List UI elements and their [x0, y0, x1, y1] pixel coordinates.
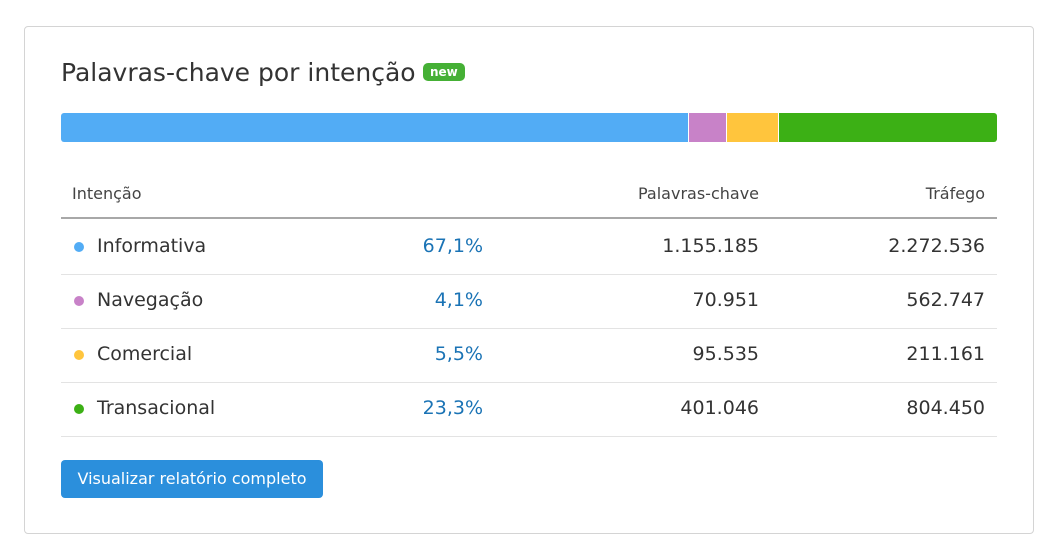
intent-share: 5,5% [434, 343, 483, 365]
header-rule [61, 217, 997, 219]
column-header: Intenção [72, 184, 142, 203]
bar-segment [727, 113, 779, 142]
intent-share: 67,1% [422, 235, 483, 257]
legend-dot [74, 242, 84, 252]
bar-segment [689, 113, 728, 142]
row-rule [61, 328, 997, 329]
keywords: 95.535 [692, 343, 759, 365]
keywords: 70.951 [692, 289, 759, 311]
traffic: 211.161 [906, 343, 985, 365]
row-rule [61, 436, 997, 437]
legend-dot [74, 296, 84, 306]
intent-share: 4,1% [434, 289, 483, 311]
legend-dot [74, 404, 84, 414]
keywords: 1.155.185 [662, 235, 759, 257]
row-rule [61, 382, 997, 383]
intent-name: Informativa [97, 235, 207, 257]
keywords: 401.046 [680, 397, 759, 419]
badge: new [423, 63, 465, 81]
intent-bar [61, 113, 997, 142]
intent-name: Transacional [97, 397, 216, 419]
legend-dot [74, 350, 84, 360]
report-button[interactable]: Visualizar relatório completo [61, 460, 323, 498]
column-header: Palavras-chave [638, 184, 759, 203]
bar-segment [61, 113, 690, 142]
intent-name: Comercial [97, 343, 193, 365]
traffic: 804.450 [906, 397, 985, 419]
bar-segment [778, 113, 997, 142]
row-rule [61, 274, 997, 275]
intent-name: Navegação [97, 289, 204, 311]
column-header: Tráfego [925, 184, 985, 203]
intent-share: 23,3% [422, 397, 483, 419]
title: Palavras-chave por intenção [61, 58, 416, 87]
traffic: 562.747 [906, 289, 985, 311]
card [24, 26, 1034, 534]
traffic: 2.272.536 [888, 235, 985, 257]
